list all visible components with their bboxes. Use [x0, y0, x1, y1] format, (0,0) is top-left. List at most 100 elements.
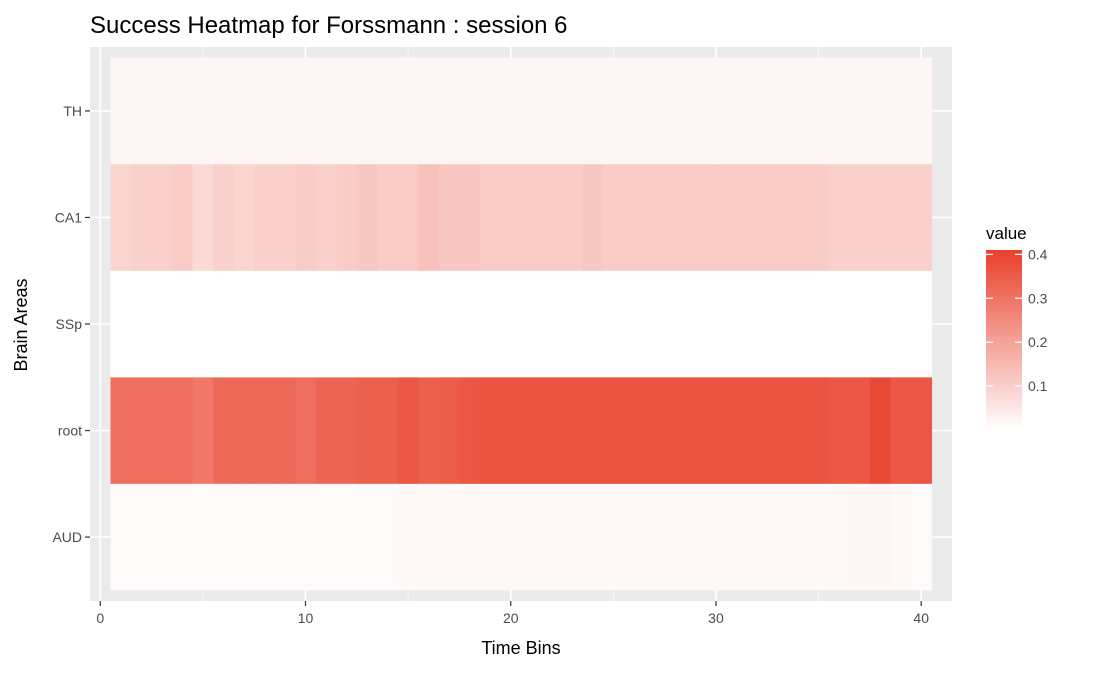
heatmap-cell-th-7: [233, 57, 255, 165]
heatmap-cell-root-29: [685, 377, 707, 484]
x-axis-title: Time Bins: [481, 638, 560, 658]
heatmap-cell-ca1-28: [664, 164, 686, 271]
heatmap-cell-root-32: [746, 377, 768, 484]
heatmap-cell-ca1-25: [603, 164, 625, 271]
heatmap-cell-ca1-35: [808, 164, 830, 271]
heatmap-cell-aud-16: [418, 483, 440, 591]
heatmap-cell-aud-27: [644, 483, 666, 591]
heatmap-cell-th-20: [500, 57, 522, 165]
heatmap-cell-aud-32: [746, 483, 768, 591]
x-axis: 0 10 20 30 40: [96, 601, 929, 626]
heatmap-cell-th-22: [541, 57, 563, 165]
heatmap-cell-root-11: [315, 377, 337, 484]
legend-tick-label: 0.3: [1028, 290, 1048, 306]
heatmap-cell-ssp-22: [541, 270, 563, 378]
heatmap-cell-ssp-40: [910, 270, 933, 378]
heatmap-cell-aud-21: [521, 483, 543, 591]
heatmap-cell-ca1-29: [685, 164, 707, 271]
heatmap-cell-root-37: [849, 377, 871, 484]
heatmap-cell-ssp-9: [274, 270, 296, 378]
heatmap-cell-aud-9: [274, 483, 296, 591]
heatmap-cell-ssp-24: [582, 270, 604, 378]
heatmap-cell-ca1-17: [438, 164, 461, 271]
heatmap-cell-ca1-31: [726, 164, 748, 271]
heatmap-cell-ssp-20: [500, 270, 522, 378]
y-axis-title: Brain Areas: [11, 278, 31, 371]
heatmap-cell-root-20: [500, 377, 522, 484]
heatmap-cell-ca1-8: [254, 164, 276, 271]
x-tick-label: 10: [298, 610, 314, 626]
heatmap-cell-ca1-7: [233, 164, 255, 271]
y-tick-label-aud: AUD: [52, 529, 82, 545]
heatmap-cell-th-36: [828, 57, 850, 165]
heatmap-cell-root-3: [151, 377, 173, 484]
heatmap-cell-aud-22: [541, 483, 563, 591]
heatmap-cell-ca1-12: [336, 164, 358, 271]
heatmap-cell-root-19: [479, 377, 502, 484]
heatmap-cell-aud-13: [356, 483, 378, 591]
heatmap-cell-ssp-36: [828, 270, 850, 378]
heatmap-cell-ssp-29: [685, 270, 707, 378]
heatmap-cell-ssp-37: [849, 270, 871, 378]
heatmap-cell-ca1-14: [377, 164, 399, 271]
x-tick-label: 40: [913, 610, 929, 626]
heatmap-cell-aud-31: [726, 483, 748, 591]
heatmap-cell-th-14: [377, 57, 399, 165]
legend-ticks: 0.1 0.2 0.3 0.4: [986, 246, 1048, 394]
heatmap-cell-ca1-22: [541, 164, 563, 271]
heatmap-cell-aud-1: [110, 483, 132, 591]
heatmap-cell-ca1-26: [623, 164, 645, 271]
heatmap-cell-th-35: [808, 57, 830, 165]
heatmap-cell-ssp-2: [131, 270, 153, 378]
heatmap-cell-root-21: [521, 377, 543, 484]
heatmap-cell-aud-19: [479, 483, 502, 591]
heatmap-cell-ssp-12: [336, 270, 358, 378]
heatmap-cell-aud-8: [254, 483, 276, 591]
heatmap-cell-aud-20: [500, 483, 522, 591]
heatmap-cell-ssp-7: [233, 270, 255, 378]
heatmap-cell-ssp-13: [356, 270, 378, 378]
heatmap-cell-th-2: [131, 57, 153, 165]
heatmap-cell-ssp-6: [213, 270, 235, 378]
heatmap-cell-th-21: [521, 57, 543, 165]
heatmap-cell-ssp-8: [254, 270, 276, 378]
heatmap-cell-th-23: [562, 57, 584, 165]
x-tick-label: 20: [503, 610, 519, 626]
heatmap-cell-th-13: [356, 57, 378, 165]
heatmap-cell-aud-28: [664, 483, 686, 591]
heatmap-cell-aud-36: [828, 483, 850, 591]
heatmap-cell-ca1-24: [582, 164, 604, 271]
heatmap-cell-ca1-20: [500, 164, 522, 271]
heatmap-cell-ssp-16: [418, 270, 440, 378]
heatmap-cell-root-35: [808, 377, 830, 484]
heatmap-cell-aud-40: [910, 483, 933, 591]
heatmap-cell-ssp-15: [397, 270, 419, 378]
heatmap-cell-ssp-32: [746, 270, 768, 378]
heatmap-cell-th-8: [254, 57, 276, 165]
heatmap-cell-aud-34: [787, 483, 809, 591]
heatmap-cell-aud-5: [192, 483, 214, 591]
heatmap-cell-ssp-39: [890, 270, 912, 378]
heatmap-cell-ssp-5: [192, 270, 214, 378]
legend-tick-label: 0.1: [1028, 378, 1048, 394]
heatmap-cell-aud-38: [869, 483, 892, 591]
heatmap-cell-th-5: [192, 57, 214, 165]
heatmap-cell-ca1-18: [459, 164, 481, 271]
heatmap-cell-root-33: [767, 377, 789, 484]
heatmap-cell-ssp-1: [110, 270, 132, 378]
heatmap-cell-aud-18: [459, 483, 481, 591]
heatmap-cell-ssp-14: [377, 270, 399, 378]
heatmap-cell-aud-33: [767, 483, 789, 591]
x-tick-label: 30: [708, 610, 724, 626]
heatmap-cells: [110, 57, 933, 591]
y-tick-label-th: TH: [63, 103, 82, 119]
heatmap-cell-th-38: [869, 57, 892, 165]
heatmap-cell-ca1-30: [705, 164, 727, 271]
heatmap-cell-root-40: [910, 377, 933, 484]
heatmap-cell-root-8: [254, 377, 276, 484]
heatmap-cell-root-16: [418, 377, 440, 484]
heatmap-cell-root-7: [233, 377, 255, 484]
legend-tick-label: 0.4: [1028, 246, 1048, 262]
heatmap-cell-ssp-23: [562, 270, 584, 378]
